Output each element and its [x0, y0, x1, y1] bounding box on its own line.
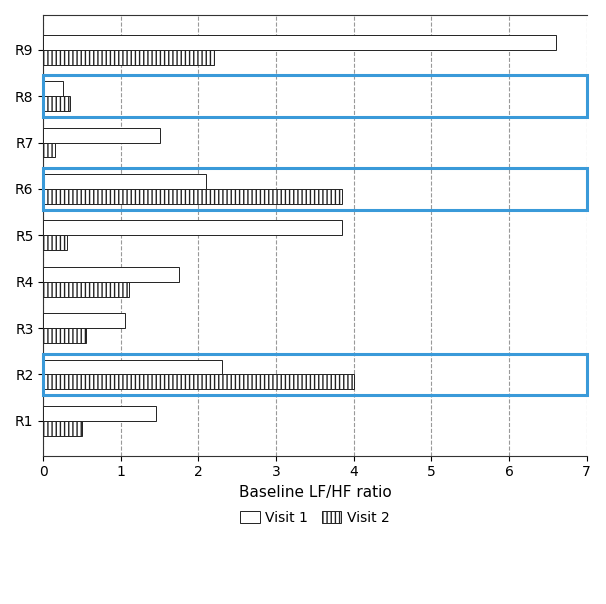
Bar — [43, 35, 556, 50]
Bar — [43, 406, 156, 421]
Bar — [43, 96, 70, 111]
Bar — [43, 281, 128, 297]
Bar — [43, 374, 354, 389]
Bar — [43, 168, 587, 210]
Bar — [43, 353, 587, 395]
Bar — [43, 236, 67, 250]
Bar — [43, 359, 222, 374]
Legend: Visit 1, Visit 2: Visit 1, Visit 2 — [235, 506, 395, 530]
X-axis label: Baseline LF/HF ratio: Baseline LF/HF ratio — [239, 485, 391, 500]
Bar — [43, 76, 587, 117]
Bar — [43, 267, 179, 281]
Bar — [43, 127, 159, 143]
Bar — [43, 328, 86, 343]
Bar — [43, 189, 342, 204]
Bar — [43, 50, 214, 65]
Bar — [43, 82, 62, 96]
Bar — [43, 313, 125, 328]
Bar — [43, 143, 55, 158]
Bar — [43, 220, 342, 236]
Bar — [43, 174, 206, 189]
Bar — [43, 421, 82, 435]
